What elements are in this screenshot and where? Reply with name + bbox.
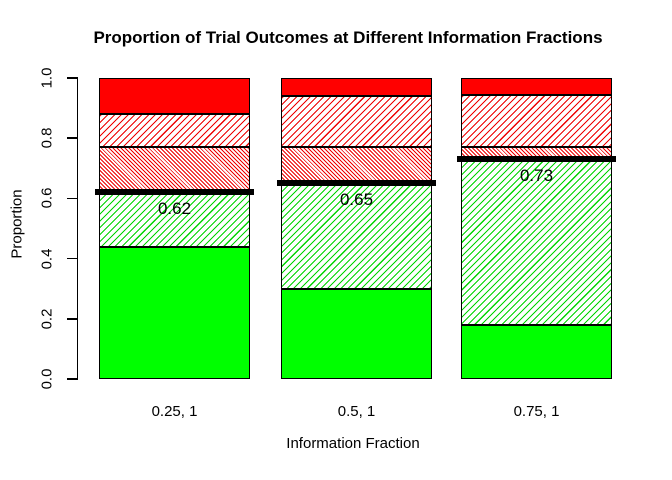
bar-segment-red_sparse_hatched (461, 94, 612, 148)
bar-segment-red_solid (461, 78, 612, 95)
y-tick-label: 0.2 (38, 308, 56, 330)
bar-segment-red_solid (281, 78, 432, 97)
bar-segment-red_sparse_hatched (281, 96, 432, 148)
bar-segment-green_solid (99, 246, 250, 379)
x-category-label: 0.75, 1 (513, 403, 560, 420)
bar-segment-red_dense_hatched (99, 147, 250, 193)
y-axis-line (76, 77, 78, 380)
y-tick-label: 0.6 (38, 187, 56, 209)
bar-segment-red_sparse_hatched (99, 114, 250, 148)
bar-segment-green_solid (461, 324, 612, 379)
y-tick (66, 318, 77, 320)
boundary-value-label: 0.65 (339, 190, 374, 210)
y-tick (66, 257, 77, 260)
y-tick (66, 197, 77, 200)
y-tick-label: 1.0 (38, 67, 56, 89)
boundary-value-label: 0.62 (157, 199, 192, 219)
boundary-marker-line (457, 156, 616, 163)
bar-segment-red_dense_hatched (461, 147, 612, 160)
bar-segment-red_dense_hatched (281, 147, 432, 184)
boundary-marker-line (277, 180, 436, 187)
y-tick-label: 0.0 (38, 368, 56, 390)
y-tick (66, 137, 77, 139)
boundary-value-label: 0.73 (519, 166, 554, 186)
bar-segment-green_hatched (461, 159, 612, 325)
x-axis-title: Information Fraction (286, 435, 420, 452)
bar-segment-green_solid (281, 288, 432, 379)
boundary-marker-line (95, 189, 254, 196)
y-tick-label: 0.4 (38, 248, 56, 270)
x-category-label: 0.5, 1 (337, 403, 376, 420)
bar-segment-red_solid (99, 78, 250, 115)
y-tick-label: 0.8 (38, 127, 56, 149)
bar-segment-green_hatched (281, 183, 432, 289)
y-tick (66, 77, 77, 79)
bar-segment-green_hatched (99, 192, 250, 247)
y-tick (66, 378, 77, 380)
chart-title: Proportion of Trial Outcomes at Differen… (93, 28, 603, 47)
y-axis-title: Proportion (8, 189, 26, 259)
x-category-label: 0.25, 1 (151, 403, 198, 420)
